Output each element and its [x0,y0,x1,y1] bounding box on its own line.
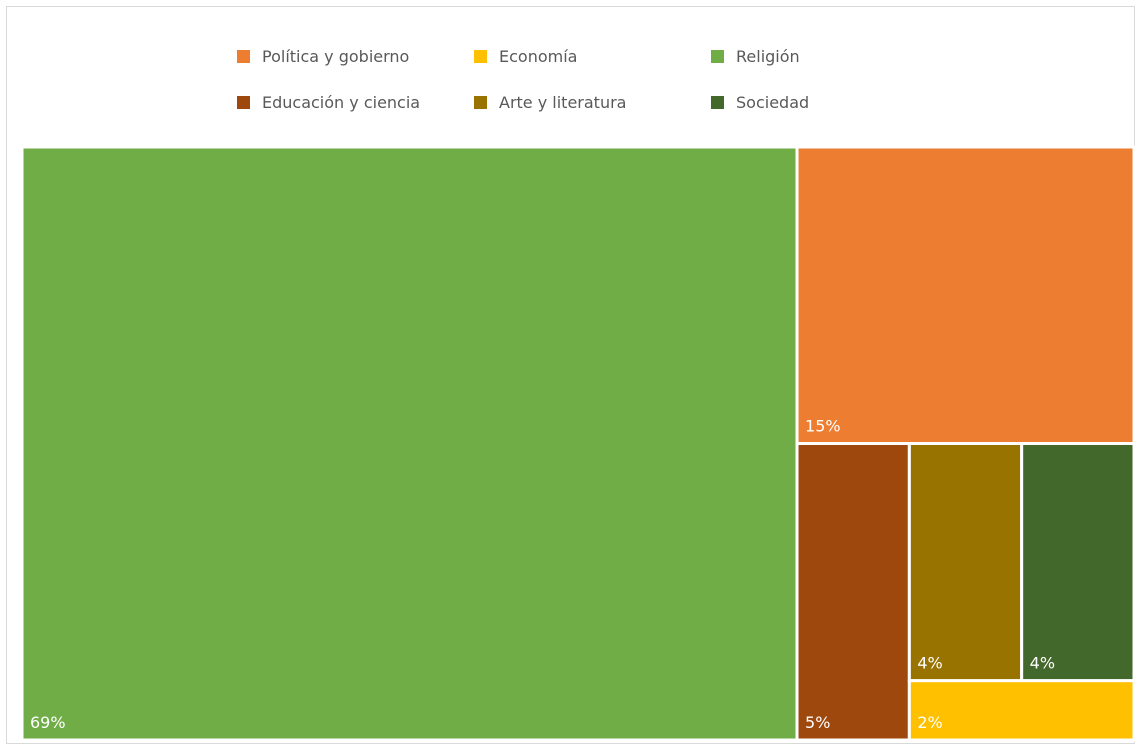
legend: Política y gobierno Economía Religión Ed… [0,0,1141,140]
legend-swatch-arte [474,95,487,109]
treemap-label-religion: 69% [30,713,66,732]
legend-swatch-sociedad [711,95,724,109]
legend-swatch-economia [474,49,487,63]
legend-label-sociedad: Sociedad [736,92,810,112]
treemap-tile-educacion-y-ciencia [795,442,911,742]
legend-item-arte: Arte y literatura [474,90,626,114]
treemap-label-arte-y-literatura: 4% [917,654,942,673]
legend-label-politica: Política y gobierno [262,46,410,66]
treemap-tile-sociedad [1020,442,1136,683]
legend-swatch-politica [237,49,250,63]
treemap-tiles: 69% 15% 5% 4% 4% 2% [20,145,1136,742]
treemap-tile-religion [20,145,799,742]
legend-item-religion: Religión [711,44,800,68]
legend-item-politica: Política y gobierno [237,44,409,68]
legend-item-sociedad: Sociedad [711,90,809,114]
legend-swatch-educacion [237,95,250,109]
treemap-label-politica-y-gobierno: 15% [805,417,841,436]
legend-item-economia: Economía [474,44,577,68]
legend-label-arte: Arte y literatura [499,92,627,112]
legend-label-educacion: Educación y ciencia [262,92,421,112]
treemap-tile-politica-y-gobierno [795,145,1136,445]
treemap-label-educacion-y-ciencia: 5% [805,713,830,732]
legend-swatch-religion [711,49,724,63]
treemap-label-economia: 2% [917,713,942,732]
treemap-label-sociedad: 4% [1030,654,1055,673]
treemap-tile-arte-y-literatura [907,442,1024,683]
legend-label-economia: Economía [499,46,578,66]
legend-label-religion: Religión [736,46,800,66]
treemap-tile-economia [907,679,1136,742]
legend-item-educacion: Educación y ciencia [237,90,420,114]
